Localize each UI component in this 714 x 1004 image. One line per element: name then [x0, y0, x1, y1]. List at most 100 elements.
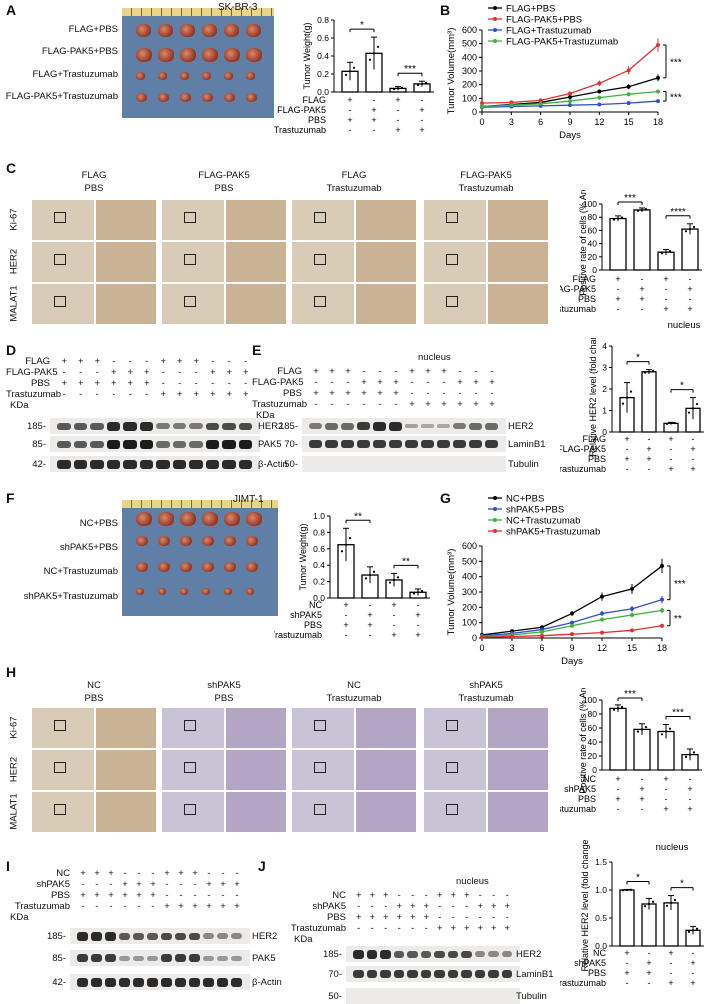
data-point [621, 402, 625, 405]
band [156, 441, 170, 448]
condition-sign: - [474, 366, 478, 377]
band [91, 932, 102, 941]
band [57, 460, 71, 469]
condition-sign: + [355, 912, 362, 923]
band [461, 950, 472, 959]
ihc-overview [162, 284, 224, 324]
significance-marker: *** [624, 689, 636, 700]
condition-label: PBS [304, 620, 322, 630]
condition-sign: + [160, 356, 167, 367]
condition-sign: + [646, 454, 651, 464]
condition-sign: - [370, 923, 374, 934]
band [421, 423, 434, 429]
ihc-overview [292, 242, 354, 282]
condition-sign: + [624, 968, 629, 978]
band [119, 932, 130, 940]
band-label: HER2 [258, 421, 284, 432]
data-point [656, 99, 660, 104]
band [501, 951, 512, 957]
condition-sign: + [463, 923, 470, 934]
condition-sign: + [504, 923, 511, 934]
condition-sign: - [193, 879, 197, 890]
condition-label: FLAG-PAK5 [252, 377, 304, 388]
condition-label: Trastuzumab [274, 630, 322, 640]
row-label: Ki-67 [8, 208, 20, 231]
condition-sign: - [411, 890, 415, 901]
group-label: NC+Trastuzumab [43, 566, 118, 577]
zoom-box [314, 296, 326, 307]
zoom-box [184, 254, 196, 265]
tumor [246, 588, 254, 595]
band [106, 422, 120, 431]
condition-sign: + [345, 388, 351, 399]
condition-sign: + [489, 399, 495, 410]
condition-sign: - [689, 794, 692, 804]
data-point [597, 89, 602, 94]
y-tick-label: 600 [462, 25, 477, 35]
condition-sign: - [626, 444, 629, 454]
data-point [480, 101, 484, 106]
band [353, 950, 364, 959]
condition-label: FLAG-PAK5 [560, 284, 596, 294]
y-tick-label: 1.0 [313, 511, 325, 521]
data-point [644, 208, 648, 211]
zoom-box [314, 212, 326, 223]
data-point [651, 369, 655, 373]
condition-sign: + [457, 399, 463, 410]
band [393, 970, 404, 979]
condition-sign: + [122, 879, 128, 890]
data-point [412, 592, 416, 595]
condition-sign: - [357, 901, 361, 912]
condition-sign: - [465, 912, 469, 923]
ihc-zoom [96, 750, 156, 790]
ihc-overview [32, 750, 94, 790]
y-tick-label: 100 [462, 618, 477, 628]
legend-marker [493, 507, 497, 511]
x-tick-label: 0 [479, 643, 484, 653]
tumor [136, 512, 152, 526]
band [373, 440, 386, 449]
band [421, 440, 434, 449]
marker-label: 185- [278, 421, 298, 432]
condition-sign: + [371, 115, 376, 125]
tumor [136, 536, 148, 547]
condition-sign: - [161, 378, 165, 389]
condition-label: PBS [578, 794, 596, 804]
data-point [695, 927, 699, 930]
band [434, 970, 445, 979]
zoom-box [446, 254, 458, 265]
data-point [647, 902, 651, 906]
data-point [684, 755, 688, 758]
condition-sign: + [178, 868, 184, 879]
marker-label: 42- [52, 977, 66, 988]
band [434, 950, 445, 959]
band [420, 970, 431, 979]
data-point [570, 632, 574, 637]
condition-sign: - [81, 901, 85, 912]
ihc-overview [32, 792, 94, 832]
tumor [136, 24, 151, 37]
ihc-zoom [488, 242, 548, 282]
condition-sign: + [690, 958, 695, 968]
band-label: LaminB1 [516, 969, 554, 980]
data-point [597, 95, 602, 100]
condition-sign: + [193, 389, 200, 400]
tumor [202, 512, 218, 526]
data-point [660, 563, 664, 568]
data-point [600, 617, 604, 622]
condition-sign: + [457, 377, 463, 388]
panel-label-a: A [6, 2, 17, 18]
ihc-zoom [356, 284, 416, 324]
band-label: HER2 [508, 421, 534, 432]
condition-sign: + [396, 912, 403, 923]
tumor [246, 24, 261, 37]
tumor [136, 588, 144, 595]
legend-label: FLAG-PAK5+PBS [506, 15, 582, 26]
condition-sign: + [94, 890, 100, 901]
data-point [692, 751, 696, 754]
band [175, 978, 186, 987]
band [380, 970, 391, 979]
bar [681, 228, 699, 271]
band [133, 932, 144, 940]
condition-label: Trastuzumab [560, 464, 606, 474]
